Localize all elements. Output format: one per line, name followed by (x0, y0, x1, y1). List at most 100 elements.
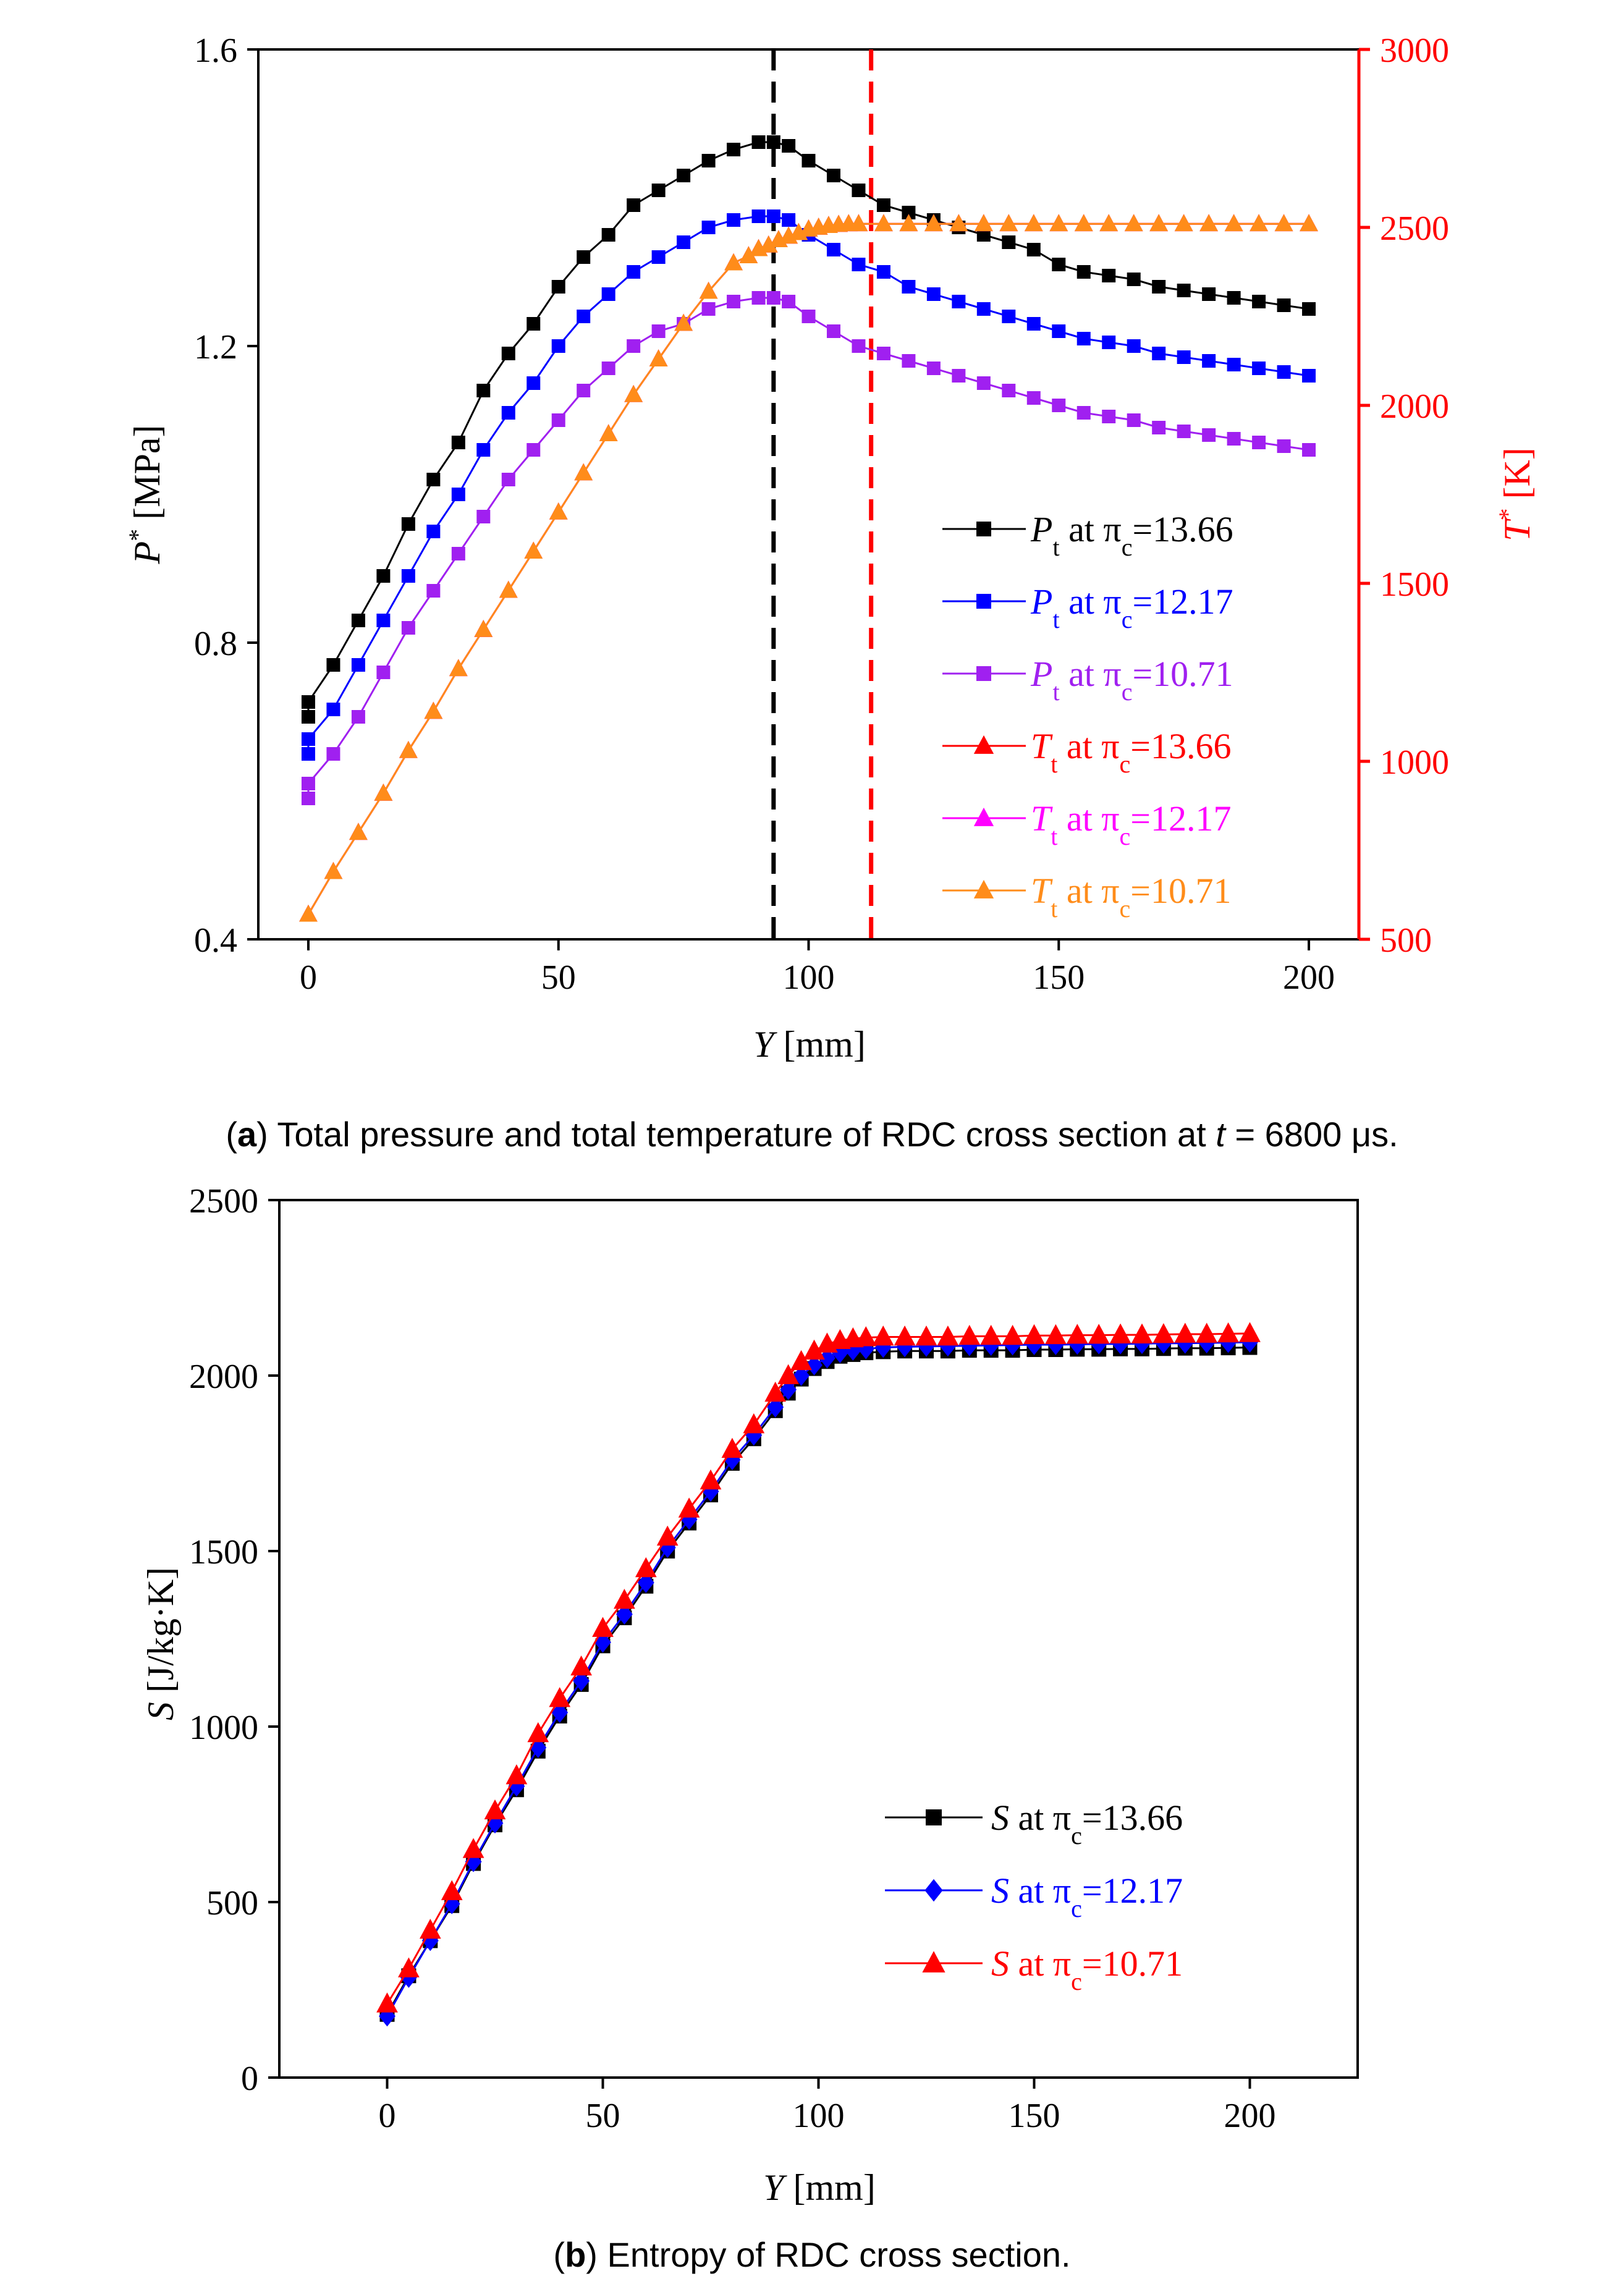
chart-a-series-group (299, 135, 1318, 922)
chart-a-data-point (876, 265, 890, 279)
chart-a-data-point (826, 169, 840, 182)
chart-b-data-point (441, 1880, 463, 1900)
chart-a-legend-marker (976, 594, 991, 609)
chart-a-data-point (1202, 287, 1216, 301)
chart-a-data-point (401, 569, 415, 583)
chart-a-y-axis-label: P* [MPa] (124, 425, 168, 565)
chart-a-data-point (601, 287, 615, 301)
chart-a-data-point (1177, 284, 1191, 297)
chart-b-data-point (1217, 1322, 1239, 1343)
chart-a-data-point (551, 280, 565, 294)
chart-a-data-point (349, 822, 368, 840)
chart-b-data-point (659, 1537, 676, 1558)
chart-a-data-point (627, 198, 641, 212)
chart-b-data-point (379, 2005, 395, 2027)
chart-a-legend-marker (973, 735, 994, 754)
chart-a-y-tick-label: 0.8 (194, 625, 237, 663)
chart-a-data-point (1277, 298, 1291, 312)
chart-a-data-point (376, 569, 391, 583)
chart-a-data-point (1024, 214, 1043, 232)
chart-a-data-point (876, 347, 890, 360)
chart-b-caption-text-1: Entropy of RDC cross section. (598, 2235, 1071, 2274)
chart-a-x-axis-unit: [mm] (774, 1024, 866, 1065)
chart-a-data-point (599, 424, 618, 441)
chart-b-data-point (937, 1326, 959, 1346)
chart-a-data-point (759, 235, 778, 253)
chart-b-x-tick-label: 0 (379, 2097, 396, 2135)
chart-b-x-tick-label: 150 (1009, 2097, 1060, 2135)
chart-b-data-point (767, 1397, 784, 1418)
chart-a-data-point (1002, 235, 1016, 249)
chart-a-data-point (651, 324, 666, 338)
chart-a-y-ticks: 0.4 0.8 1.2 1.6 (194, 32, 258, 960)
chart-a-data-point (426, 584, 441, 598)
chart-b-data-point (700, 1469, 722, 1490)
chart-a-x-tick-label: 200 (1283, 958, 1335, 997)
chart-a-data-point (1224, 214, 1243, 232)
chart-a-data-point (1127, 273, 1141, 286)
chart-a-x-tick-label: 100 (783, 958, 835, 997)
chart-a-data-point (627, 265, 641, 279)
chart-a-data-point (766, 209, 780, 223)
chart-a-data-point (826, 324, 840, 338)
chart-a-data-point (1049, 214, 1068, 232)
chart-a-data-point (577, 310, 591, 323)
chart-a-legend-label: Pt at πc=13.66 (1030, 509, 1233, 561)
chart-b: 0 50 100 150 200 0 500 1000 1500 2000 2500 Y [mm]… (140, 1182, 1359, 2274)
chart-a-y2-tick-label: 2500 (1380, 209, 1449, 248)
chart-a-x-axis-label: Y [mm] (753, 1024, 866, 1065)
chart-a-data-point (801, 310, 816, 323)
chart-a-data-point (1102, 336, 1116, 349)
chart-a-data-point (976, 228, 991, 242)
chart-a-data-point (401, 621, 415, 635)
chart-b-data-point (1152, 1323, 1175, 1343)
chart-a-y-axis-unit: [MPa] (127, 425, 167, 529)
chart-b-data-point (1066, 1324, 1088, 1344)
chart-a-data-point (999, 214, 1018, 232)
chart-a-data-point (751, 135, 766, 149)
chart-a-data-point (1202, 354, 1216, 368)
chart-b-data-point (790, 1350, 812, 1371)
chart-b-data-point (721, 1437, 743, 1458)
chart-b-series-line (386, 1341, 1250, 2017)
chart-a-data-point (1152, 421, 1166, 434)
chart-a-data-point (474, 620, 493, 637)
chart-b-data-point (398, 1957, 420, 1977)
chart-a: 0 50 100 150 200 0.4 0.8 1.2 1.6 500 1000 1500 200… (124, 32, 1538, 1154)
chart-a-data-point (374, 784, 393, 801)
chart-b-data-point (1068, 1334, 1086, 1355)
chart-b-series-0 (379, 1340, 1258, 2022)
chart-b-data-point (486, 1812, 504, 1833)
chart-b-data-point (527, 1722, 549, 1743)
chart-b-data-point (1047, 1334, 1064, 1355)
chart-b-data-point (803, 1339, 825, 1360)
chart-b-data-point (443, 1893, 460, 1914)
chart-a-data-point (1250, 214, 1268, 232)
chart-b-y-ticks: 0 500 1000 1500 2000 2500 (189, 1182, 279, 2098)
chart-a-data-point (1026, 243, 1041, 256)
chart-a-data-point (1177, 350, 1191, 364)
chart-b-data-point (894, 1326, 916, 1346)
chart-a-data-point (1076, 332, 1091, 345)
chart-a-data-point (426, 525, 441, 538)
chart-a-data-point (1002, 310, 1016, 323)
chart-a-legend-marker (976, 522, 991, 536)
chart-a-data-point (476, 443, 491, 457)
chart-b-series-group (376, 1322, 1261, 2027)
chart-a-data-point (1076, 265, 1091, 279)
chart-b-data-point (896, 1336, 913, 1358)
chart-a-data-point (902, 206, 916, 219)
chart-a-data-point (1227, 358, 1241, 371)
chart-b-data-point (615, 1604, 633, 1625)
chart-b-series-line (386, 1347, 1250, 2015)
chart-b-caption: (b) Entropy of RDC cross section. (553, 2235, 1070, 2274)
chart-b-data-point (465, 1851, 482, 1872)
chart-b-data-point (831, 1342, 848, 1363)
chart-a-data-point (701, 221, 716, 234)
chart-a-data-point (476, 510, 491, 523)
chart-a-legend-label: Pt at πc=12.17 (1030, 581, 1233, 633)
chart-a-data-point (1002, 384, 1016, 397)
chart-a-data-point (1099, 214, 1119, 232)
chart-a-data-point (451, 488, 465, 501)
